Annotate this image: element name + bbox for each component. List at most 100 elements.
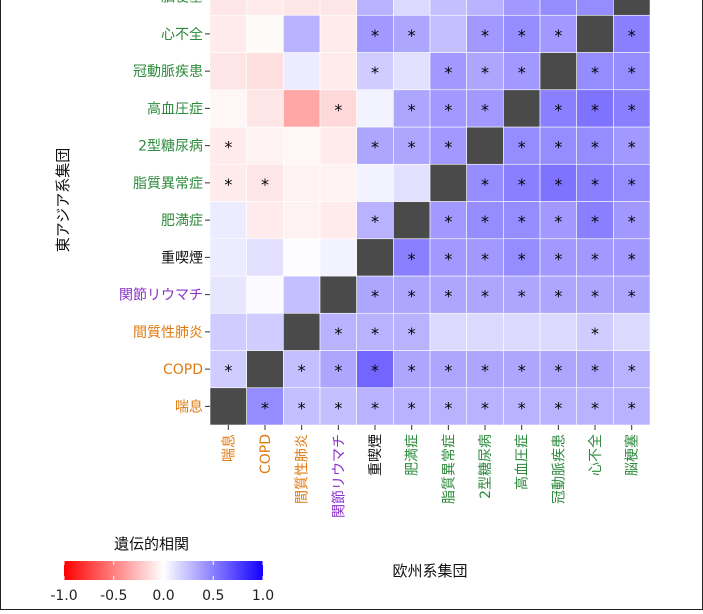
heatmap-cell	[576, 0, 614, 16]
heatmap-cell	[283, 201, 321, 240]
heatmap-cell	[466, 14, 504, 53]
heatmap-cell	[503, 238, 541, 277]
heatmap-cell	[466, 163, 504, 202]
significance-star: *	[554, 26, 562, 45]
significance-star: *	[481, 26, 489, 45]
significance-star: *	[408, 361, 416, 380]
y-axis-title: 東アジア系集団	[54, 148, 72, 252]
y-tick-label: 心不全	[161, 26, 203, 43]
significance-star: *	[628, 100, 636, 119]
significance-star: *	[591, 287, 599, 306]
significance-star: *	[628, 361, 636, 380]
heatmap-cell	[356, 201, 394, 240]
significance-star: *	[591, 398, 599, 417]
significance-star: *	[444, 100, 452, 119]
heatmap-cell	[356, 238, 394, 277]
significance-star: *	[628, 175, 636, 194]
heatmap-cell	[576, 52, 614, 91]
y-tick-label: 肥満症	[161, 213, 203, 229]
significance-star: *	[371, 26, 379, 45]
heatmap-cell	[393, 238, 431, 277]
heatmap-cell	[246, 14, 284, 53]
significance-star: *	[628, 287, 636, 306]
significance-star: *	[518, 138, 526, 157]
heatmap-cell	[466, 238, 504, 277]
heatmap-cell	[356, 163, 394, 202]
significance-star: *	[444, 63, 452, 82]
heatmap-cell	[393, 201, 431, 240]
heatmap-cell	[246, 275, 284, 314]
legend-tick-label: -1.0	[50, 588, 77, 604]
significance-star: *	[628, 26, 636, 45]
y-axis: 喘息 COPD 間質性肺炎 関節リウマチ 重喫煙 肥満症 脂質異常症 2型糖尿病 高血圧症 冠動脈…	[119, 0, 210, 415]
heatmap-cell	[356, 126, 394, 165]
heatmap-cell	[319, 0, 357, 16]
significance-star: *	[628, 249, 636, 268]
heatmap-cell	[613, 126, 651, 165]
significance-star: *	[444, 398, 452, 417]
significance-star: *	[518, 361, 526, 380]
significance-star: *	[628, 63, 636, 82]
legend-ticks: -1.0 -0.5 0.0 0.5 1.0	[50, 561, 274, 604]
significance-star: *	[591, 100, 599, 119]
legend-title: 遺伝的相関	[114, 535, 189, 553]
heatmap-cell	[613, 350, 651, 389]
significance-star: *	[334, 398, 342, 417]
heatmap-cell	[429, 52, 467, 91]
significance-star: *	[518, 175, 526, 194]
heatmap-cell	[503, 126, 541, 165]
y-tick-label: 冠動脈疾患	[133, 64, 203, 80]
heatmap-cell	[319, 52, 357, 91]
heatmap-cell	[246, 126, 284, 165]
x-axis-title: 欧州系集団	[392, 562, 467, 580]
x-tick-label: 脂質異常症	[441, 434, 457, 504]
significance-star: *	[408, 398, 416, 417]
heatmap-cell	[613, 52, 651, 91]
heatmap-cell	[613, 201, 651, 240]
heatmap-cell	[613, 89, 651, 128]
heatmap-cell	[283, 0, 321, 16]
significance-star: *	[261, 175, 269, 194]
heatmap-cell	[209, 14, 247, 53]
significance-star: *	[518, 26, 526, 45]
heatmap-cell	[613, 238, 651, 277]
heatmap-cell	[429, 89, 467, 128]
heatmap-cell	[356, 0, 394, 16]
heatmap-cell	[246, 201, 284, 240]
heatmap-cell	[246, 238, 284, 277]
heatmap-cell	[576, 238, 614, 277]
heatmap-cell	[466, 350, 504, 389]
significance-markers: * * * * * * * * * * * * * * * * * * * * * * * * * * * * * * * * * * * * * * * *…	[224, 26, 635, 418]
significance-star: *	[408, 324, 416, 343]
significance-star: *	[444, 138, 452, 157]
heatmap-cell	[539, 275, 578, 314]
significance-star: *	[334, 324, 342, 343]
legend-tick-label: -0.5	[100, 588, 127, 604]
legend-colorbar	[64, 561, 263, 580]
significance-star: *	[591, 361, 599, 380]
significance-star: *	[481, 175, 489, 194]
significance-star: *	[371, 287, 379, 306]
significance-star: *	[408, 26, 416, 45]
heatmap-cell	[466, 52, 504, 91]
heatmap-cells	[209, 0, 651, 426]
heatmap-cell	[429, 0, 467, 16]
heatmap-cell	[429, 275, 467, 314]
significance-star: *	[408, 138, 416, 157]
heatmap-cell	[356, 312, 394, 351]
significance-star: *	[261, 398, 269, 417]
heatmap-cell	[356, 89, 394, 128]
significance-star: *	[518, 212, 526, 231]
heatmap-cell	[209, 201, 247, 240]
heatmap-cell	[356, 350, 394, 389]
legend-tick-label: 1.0	[252, 588, 274, 604]
significance-star: *	[518, 249, 526, 268]
significance-star: *	[481, 212, 489, 231]
significance-star: *	[591, 249, 599, 268]
significance-star: *	[334, 361, 342, 380]
heatmap-cell	[429, 163, 467, 202]
significance-star: *	[628, 398, 636, 417]
x-tick-label: 高血圧症	[514, 434, 531, 490]
significance-star: *	[224, 138, 232, 157]
